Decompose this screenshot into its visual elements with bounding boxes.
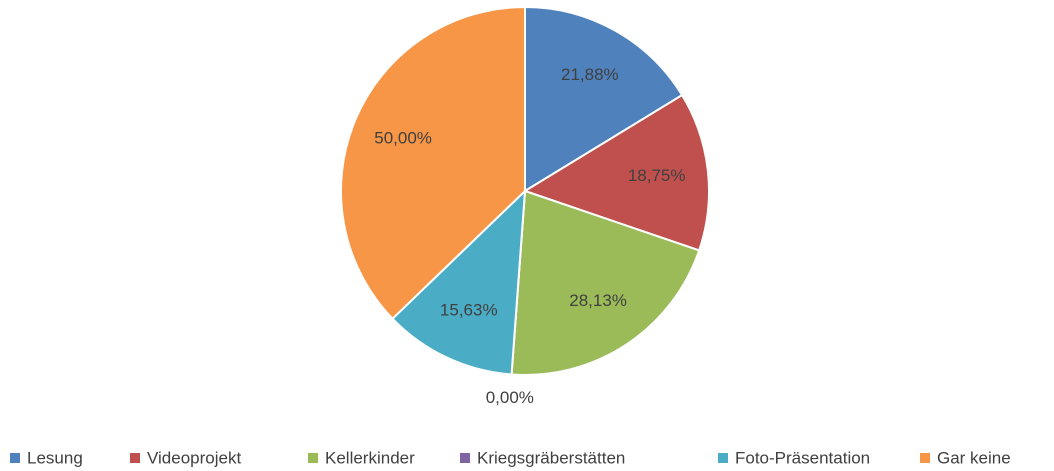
pie-slice	[522, 93, 710, 252]
legend-swatch	[920, 453, 930, 463]
pie-slice	[510, 189, 701, 376]
data-label: 28,13%	[569, 291, 627, 310]
data-label: 21,88%	[561, 65, 619, 84]
legend-label: Videoprojekt	[147, 448, 241, 467]
data-label: 15,63%	[440, 300, 498, 319]
legend-swatch	[460, 453, 470, 463]
legend-swatch	[718, 453, 728, 463]
pie-slice	[391, 188, 527, 376]
legend-label: Gar keine	[937, 448, 1011, 467]
pie-slice	[524, 5, 684, 193]
data-label: 18,75%	[628, 166, 686, 185]
legend-label: Kellerkinder	[325, 448, 415, 467]
data-label: 50,00%	[374, 129, 432, 148]
legend-label: Foto-Präsentation	[735, 448, 870, 467]
legend-label: Kriegsgräberstätten	[477, 448, 625, 467]
legend-swatch	[130, 453, 140, 463]
pie-slice	[340, 5, 526, 321]
legend-swatch	[10, 453, 20, 463]
legend-swatch	[308, 453, 318, 463]
legend-label: Lesung	[27, 448, 83, 467]
data-label: 0,00%	[486, 388, 534, 407]
